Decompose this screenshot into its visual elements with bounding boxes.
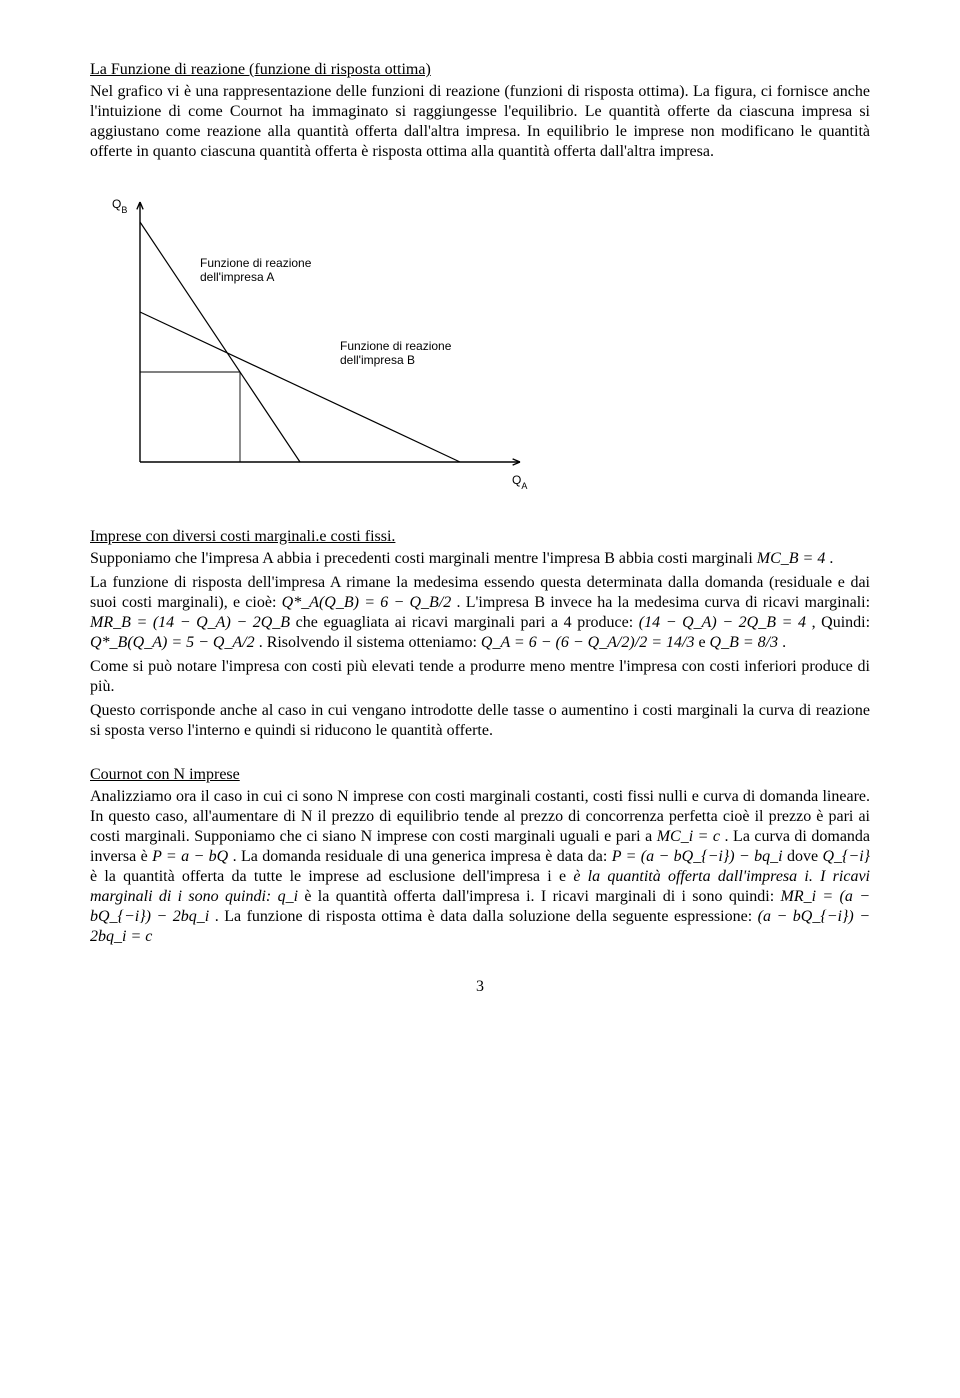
section1-body: Nel grafico vi è una rappresentazione de… bbox=[90, 82, 870, 162]
svg-text:Funzione di reazione: Funzione di reazione bbox=[340, 339, 452, 353]
equation: Q_B = 8/3 bbox=[710, 634, 779, 651]
page-number: 3 bbox=[90, 977, 870, 997]
section-title-reaction-function: La Funzione di reazione (funzione di ris… bbox=[90, 60, 870, 80]
section-title-different-costs: Imprese con diversi costi marginali.e co… bbox=[90, 527, 870, 547]
reaction-functions-chart: QBQAFunzione di reazionedell'impresa AFu… bbox=[90, 182, 870, 502]
equation: Q_{−i} bbox=[822, 848, 870, 865]
text: dove bbox=[787, 848, 822, 865]
text: e bbox=[698, 634, 709, 651]
equation: Q*_B(Q_A) = 5 − Q_A/2 bbox=[90, 634, 255, 651]
svg-text:QA: QA bbox=[512, 473, 527, 491]
text: . L'impresa B invece ha la medesima curv… bbox=[457, 594, 871, 611]
text: che eguagliata ai ricavi marginali pari … bbox=[296, 614, 639, 631]
chart-svg: QBQAFunzione di reazionedell'impresa AFu… bbox=[90, 182, 550, 502]
equation: P = (a − bQ_{−i}) − bq_i bbox=[612, 848, 783, 865]
text: Supponiamo che l'impresa A abbia i prece… bbox=[90, 550, 757, 567]
text: . bbox=[829, 550, 833, 567]
text: , Quindi: bbox=[812, 614, 870, 631]
equation: MR_B = (14 − Q_A) − 2Q_B bbox=[90, 614, 290, 631]
svg-text:Funzione di reazione: Funzione di reazione bbox=[200, 256, 312, 270]
text: è la quantità offerta dall'impresa i. I … bbox=[304, 888, 780, 905]
section2-p1: Supponiamo che l'impresa A abbia i prece… bbox=[90, 549, 870, 569]
equation: MC_i = c bbox=[657, 828, 720, 845]
section-title-cournot-n: Cournot con N imprese bbox=[90, 765, 870, 785]
equation: Q*_A(Q_B) = 6 − Q_B/2 bbox=[282, 594, 452, 611]
section2-p3: Come si può notare l'impresa con costi p… bbox=[90, 657, 870, 697]
equation: q_i bbox=[278, 888, 298, 905]
equation: Q_A = 6 − (6 − Q_A/2)/2 = 14/3 bbox=[481, 634, 695, 651]
equation: P = a − bQ bbox=[152, 848, 228, 865]
svg-text:dell'impresa A: dell'impresa A bbox=[200, 270, 274, 284]
section3-p1: Analizziamo ora il caso in cui ci sono N… bbox=[90, 787, 870, 947]
equation: (14 − Q_A) − 2Q_B = 4 bbox=[639, 614, 806, 631]
text: . bbox=[782, 634, 786, 651]
text: . Risolvendo il sistema otteniamo: bbox=[259, 634, 481, 651]
svg-text:dell'impresa B: dell'impresa B bbox=[340, 353, 415, 367]
svg-text:QB: QB bbox=[112, 197, 127, 215]
equation: MC_B = 4 bbox=[757, 550, 826, 567]
text: . La funzione di risposta ottima è data … bbox=[215, 908, 758, 925]
text: . La domanda residuale di una generica i… bbox=[233, 848, 612, 865]
text: è la quantità offerta da tutte le impres… bbox=[90, 868, 573, 885]
section2-p2: La funzione di risposta dell'impresa A r… bbox=[90, 573, 870, 653]
section2-p4: Questo corrisponde anche al caso in cui … bbox=[90, 701, 870, 741]
